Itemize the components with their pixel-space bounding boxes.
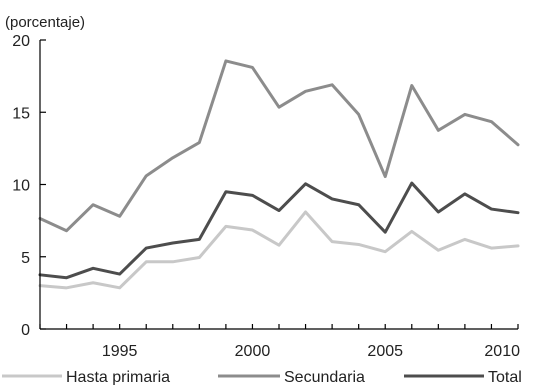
- legend-label-hasta-primaria: Hasta primaria: [66, 369, 170, 385]
- y-ticks: 0 5 10 15 20: [12, 33, 46, 339]
- legend-label-secundaria: Secundaria: [284, 369, 365, 385]
- y-axis-unit-label: (porcentaje): [5, 14, 85, 31]
- y-tick-label: 20: [12, 33, 30, 50]
- x-tick-label: 1995: [102, 343, 138, 360]
- series-line-total: [38, 181, 520, 280]
- y-tick-label: 0: [21, 322, 30, 339]
- y-tick-label: 10: [12, 178, 30, 195]
- x-ticks: 1995 2000 2005 2010: [39, 324, 520, 360]
- plot-lines: [38, 59, 520, 290]
- x-tick-label: 2010: [484, 343, 520, 360]
- legend: Hasta primaria Secundaria Total: [2, 369, 522, 385]
- x-tick-label: 2005: [367, 343, 403, 360]
- y-tick-label: 5: [21, 250, 30, 267]
- series-line-hasta-primaria: [38, 210, 520, 290]
- x-tick-label: 2000: [235, 343, 271, 360]
- y-tick-label: 15: [12, 105, 30, 122]
- legend-label-total: Total: [488, 369, 522, 385]
